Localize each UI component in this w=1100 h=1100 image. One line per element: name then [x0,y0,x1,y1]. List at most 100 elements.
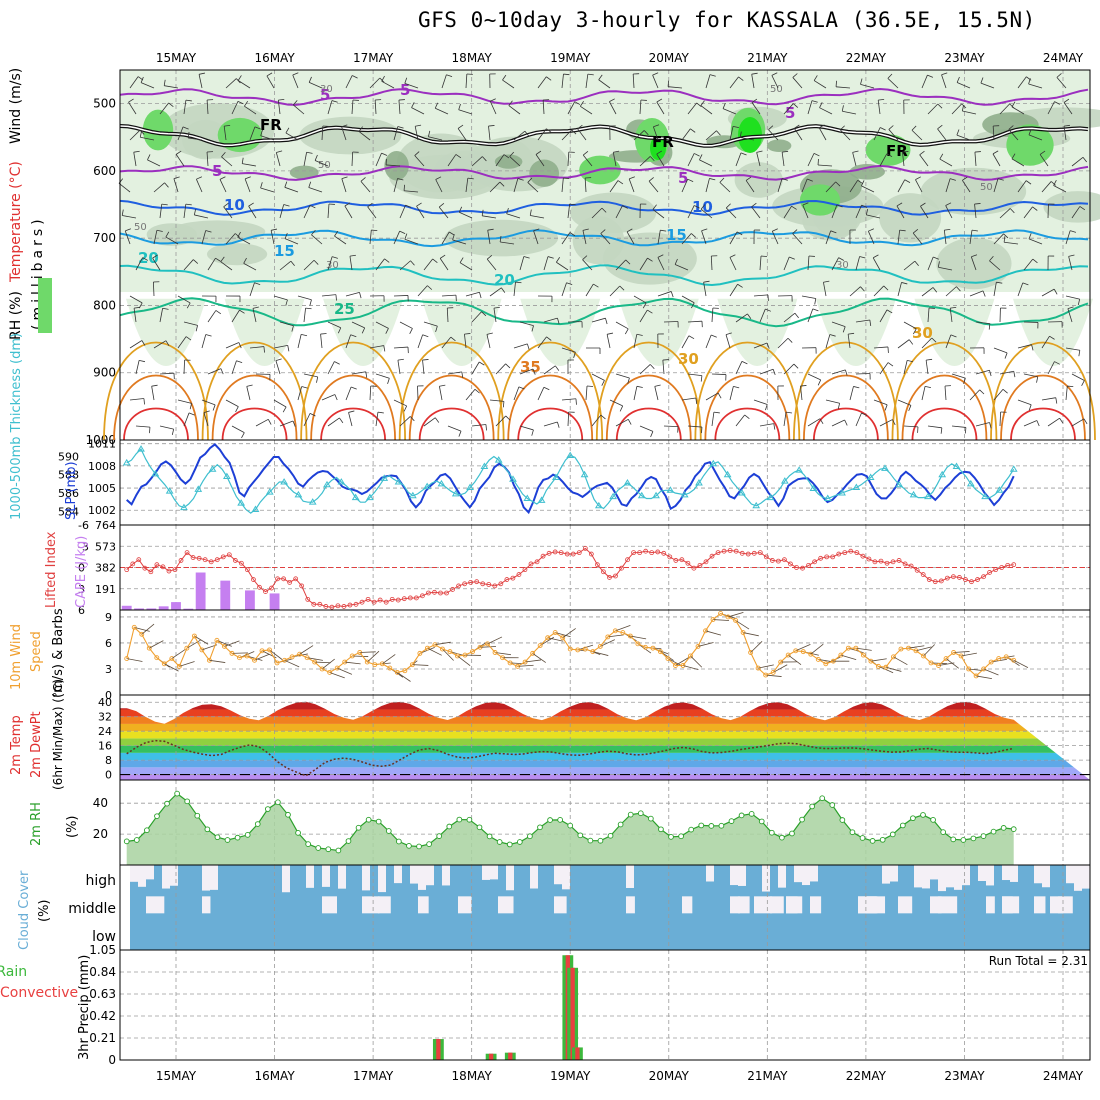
wind-barb [414,155,425,167]
rh-shade-mid [206,243,268,266]
isotherm-dome [408,374,495,441]
wind-barb [183,359,185,375]
rh2m-marker [1010,826,1017,832]
precip-convective-bar [575,1047,580,1060]
wind-barb [725,207,737,219]
run-total-label: Run Total = 2.31 [989,954,1088,968]
wind-barb [844,369,848,376]
wind-barb [175,154,185,167]
wind-barb [128,101,137,115]
thickness-marker [738,489,746,496]
cape-bar [134,608,144,610]
wind-barb [493,308,497,323]
rh2m-marker [678,833,684,840]
wind-barb [535,150,542,155]
wind-barb [849,180,859,193]
wind-barb [1077,299,1081,306]
wind-barb-10m [667,658,683,667]
wind-barb [518,386,525,390]
li-marker [619,565,624,571]
cape-bar [158,606,169,610]
wind-barb [465,389,476,401]
wind-barb-10m [750,641,763,653]
wind-barb [479,292,482,299]
temp-ylabel: 2m Temp [9,715,24,775]
wind-barb [502,74,507,81]
rh2m-marker [264,806,271,812]
minmax-ylabel: (6hr Min/Max) (°C) [51,679,65,790]
wind-barb [399,204,406,219]
isotherm-label: 30 [678,350,699,368]
wind-barb-10m [705,630,722,636]
wind-barb [1041,288,1055,297]
thickness-marker [351,493,360,501]
rh-legend-swatch [38,278,52,333]
isotherm-dome [1000,374,1086,441]
wind-barb [1055,397,1058,404]
wind-barb [974,203,981,205]
wind-barb [593,283,599,288]
cape-bar [269,593,280,610]
wind-barb [622,205,628,209]
wind-barb [393,126,399,141]
wind-barb [416,205,425,219]
wind-barb [992,153,1001,167]
cloud-clear-cell [626,865,634,888]
wind-barb [585,74,589,89]
wind-barb [297,334,302,349]
wind-barb [236,360,243,363]
wind-barb [139,129,145,135]
wind-barb [879,153,888,167]
wind-barb [813,75,818,81]
rh2m-axis-label: 2m RH [29,802,44,846]
wind-barb [868,228,874,232]
rh2m-marker [819,795,826,802]
wind-barb [515,281,522,284]
wind-barb [879,419,893,427]
wind-barb [656,153,665,167]
cape-tick-label: 191 [95,583,116,596]
wind-barb [632,74,635,89]
wind-barb [887,73,893,79]
wind-barb [367,202,373,208]
wind-barb-10m [735,620,750,630]
wind-barb [609,180,619,193]
wind-speed-marker [199,647,205,653]
wind-barb [1028,78,1031,85]
wind-barb [853,386,860,389]
wind-barb [1063,98,1070,103]
cloud-level-label: high [85,873,116,889]
wind-barb [873,346,888,349]
wind-barb [927,425,942,429]
wind-speed-line [126,612,1014,677]
precip-tick-label: 0.63 [89,987,116,1001]
wind-barb [793,103,799,108]
isotherm-dome [595,341,702,441]
cloud-clear-cell [146,896,165,914]
wind-ylabel: 10m Wind [9,624,24,690]
wind-speed-marker [635,641,641,647]
cloud-clear-cell [322,896,338,914]
isotherm-dome [113,374,199,441]
wind-barb [293,100,298,106]
wind-barb [441,294,456,297]
wind-barb [367,206,377,219]
wind-speed-marker [545,635,551,641]
li-axis-label: Lifted Index [44,531,59,608]
wind-axis-label: Speed [29,631,44,672]
wind-barb [574,101,581,105]
wind-barb [1011,158,1025,167]
precip-convective-bar [436,1039,441,1060]
wind-barb [993,282,997,297]
wind-barb [768,125,774,131]
cloud-clear-cell [210,865,218,890]
wind-barb [807,373,821,381]
rh2m-marker [587,837,594,844]
cloud-gap [120,865,130,950]
temp-tick-label: 8 [105,754,112,767]
temp-tick-label: 32 [98,711,112,724]
cloud-clear-cell [1058,896,1073,914]
isotherm-dome [694,341,801,441]
wind-barb [999,370,1014,375]
wind-barb [861,412,868,416]
